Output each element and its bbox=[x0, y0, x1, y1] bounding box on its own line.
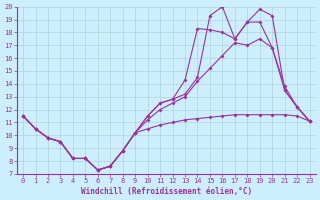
X-axis label: Windchill (Refroidissement éolien,°C): Windchill (Refroidissement éolien,°C) bbox=[81, 187, 252, 196]
